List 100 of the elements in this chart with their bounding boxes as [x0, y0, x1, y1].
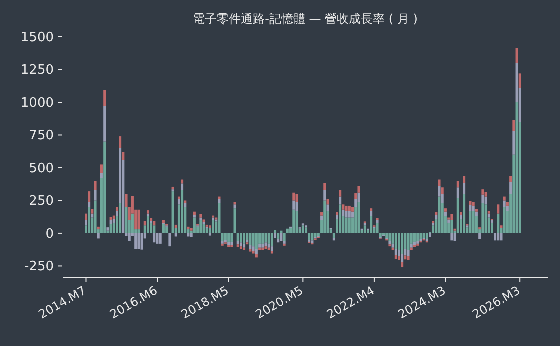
bar — [482, 203, 484, 234]
y-tick-label: -250 — [24, 260, 54, 275]
bar — [370, 208, 373, 212]
bar — [336, 215, 339, 220]
bar — [212, 220, 215, 234]
bar — [435, 215, 438, 220]
bar — [426, 233, 428, 240]
bar — [348, 211, 351, 218]
bar — [255, 254, 258, 258]
bar — [332, 233, 336, 238]
bar — [153, 221, 156, 226]
bar — [162, 224, 165, 234]
bar — [394, 255, 398, 260]
bar — [336, 212, 339, 216]
bar — [236, 233, 240, 242]
bar — [172, 186, 174, 190]
bar — [116, 211, 118, 216]
bar — [407, 233, 410, 250]
bar — [221, 241, 224, 244]
bar — [252, 251, 255, 254]
bar — [110, 217, 112, 220]
bar — [193, 212, 196, 216]
bar — [104, 106, 106, 142]
bar — [448, 220, 450, 223]
bar — [311, 233, 314, 241]
bar — [258, 244, 262, 248]
bar — [354, 194, 358, 200]
bar — [497, 214, 500, 234]
bar — [398, 233, 400, 250]
bar — [469, 211, 472, 234]
bar — [249, 249, 252, 252]
bar — [475, 209, 478, 212]
bar — [500, 226, 503, 228]
bar — [128, 233, 131, 242]
bar — [475, 212, 478, 216]
bar — [119, 136, 122, 148]
y-tick-label: 0 — [46, 226, 54, 242]
bar — [255, 249, 258, 254]
bar — [394, 249, 398, 256]
bar — [296, 211, 298, 234]
bar — [208, 226, 212, 228]
bar — [262, 233, 264, 244]
bar — [91, 209, 94, 214]
bar — [262, 244, 264, 248]
bar — [317, 233, 320, 236]
bar — [262, 248, 264, 250]
bar — [305, 228, 308, 234]
bar — [454, 233, 456, 242]
bar — [88, 192, 91, 202]
bar — [488, 214, 490, 218]
bar — [342, 204, 345, 210]
bar — [138, 230, 140, 234]
bar — [302, 226, 304, 234]
bar — [181, 184, 184, 190]
bar — [450, 214, 454, 220]
bar — [268, 248, 270, 250]
bar — [190, 228, 193, 231]
bar — [200, 220, 202, 234]
bar — [376, 222, 379, 234]
bar — [146, 210, 150, 214]
bar — [212, 218, 215, 220]
bar — [277, 233, 280, 240]
bar — [264, 246, 268, 250]
bar — [230, 233, 234, 242]
bar — [320, 212, 324, 216]
bar — [178, 196, 180, 200]
bar — [85, 220, 88, 226]
bar — [240, 246, 242, 250]
bar — [85, 214, 88, 220]
bar — [150, 218, 153, 222]
bar — [342, 210, 345, 216]
bar — [243, 244, 246, 248]
bar — [339, 204, 342, 234]
bar — [392, 244, 394, 248]
bar — [280, 230, 283, 234]
bar — [332, 238, 336, 241]
bar — [252, 246, 255, 252]
bar — [352, 212, 354, 218]
bar — [166, 226, 168, 234]
bar — [410, 244, 413, 248]
bar — [326, 204, 330, 212]
bar — [131, 214, 134, 234]
bar — [283, 241, 286, 244]
bar — [484, 204, 488, 234]
bar — [324, 200, 326, 234]
y-tick-label: 750 — [29, 128, 54, 144]
bar — [358, 202, 360, 234]
bar — [472, 211, 475, 234]
bar — [456, 181, 460, 188]
bar — [228, 242, 230, 246]
bar — [296, 194, 298, 202]
bar — [497, 233, 500, 241]
bar — [94, 190, 97, 201]
bar — [88, 202, 91, 208]
bar — [438, 196, 441, 234]
bar — [463, 183, 466, 194]
bar — [432, 222, 435, 226]
bar — [503, 196, 506, 201]
bar — [125, 207, 128, 234]
bar — [243, 233, 246, 244]
